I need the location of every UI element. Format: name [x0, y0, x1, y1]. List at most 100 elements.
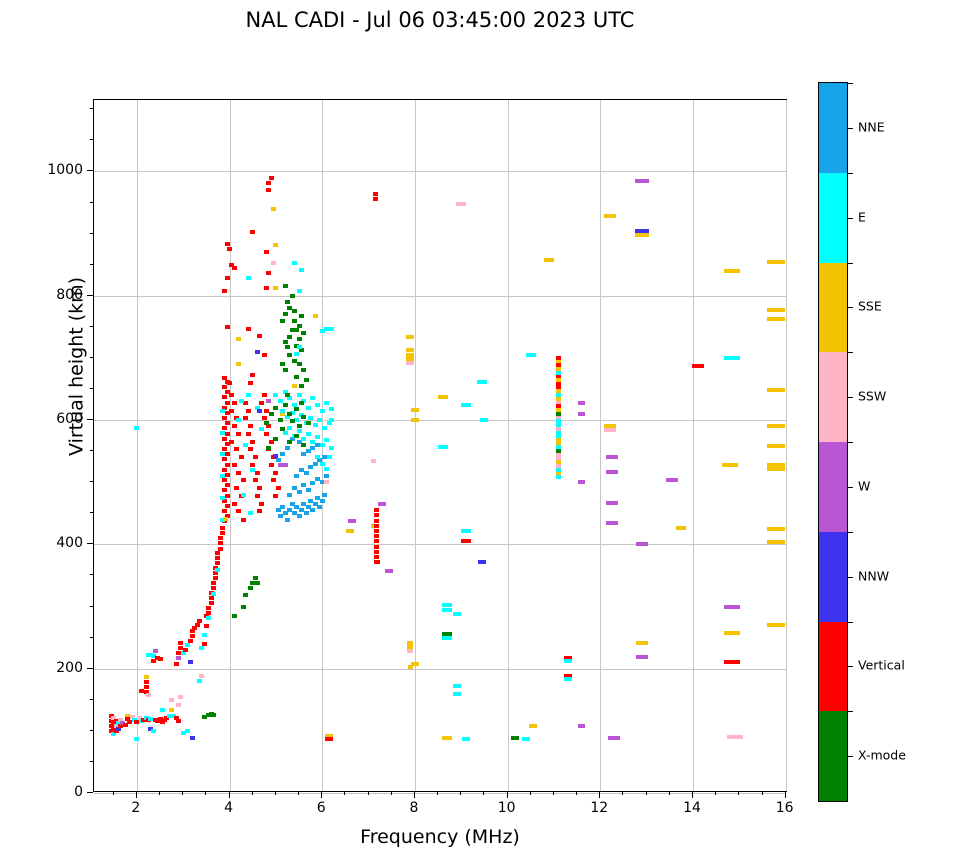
data-point — [273, 405, 279, 410]
data-point — [122, 722, 128, 727]
x-minor-tick — [437, 792, 439, 795]
data-point — [206, 615, 212, 620]
colorbar-segment-w — [819, 442, 847, 532]
data-point — [266, 424, 272, 429]
x-gridline — [785, 100, 787, 791]
y-gridline — [94, 295, 786, 297]
data-point — [236, 336, 242, 341]
data-point — [222, 498, 228, 503]
data-point — [605, 501, 618, 506]
data-point — [176, 656, 182, 661]
data-point — [442, 631, 453, 636]
y-minor-tick — [90, 760, 93, 762]
data-point — [178, 694, 184, 699]
x-minor-tick — [182, 792, 184, 795]
data-point — [291, 309, 297, 314]
data-point — [296, 362, 302, 367]
data-point — [294, 433, 300, 438]
data-point — [385, 569, 394, 574]
data-point — [266, 399, 272, 404]
data-point — [229, 262, 235, 267]
data-point — [113, 718, 119, 723]
x-minor-tick — [576, 792, 578, 795]
data-point — [222, 488, 228, 493]
data-point — [635, 228, 650, 233]
data-point — [145, 693, 151, 698]
x-tick — [599, 792, 601, 798]
data-point — [273, 470, 279, 475]
data-point — [287, 335, 293, 340]
data-point — [231, 265, 237, 270]
data-point — [310, 439, 316, 444]
data-point — [578, 480, 586, 485]
data-point — [220, 452, 226, 457]
data-point — [291, 359, 297, 364]
data-point — [407, 640, 414, 645]
data-point — [261, 353, 267, 358]
data-point — [767, 444, 786, 449]
y-tick — [87, 294, 93, 296]
data-point — [273, 493, 279, 498]
colorbar-label: E — [858, 209, 866, 225]
data-point — [213, 575, 219, 580]
data-point — [456, 202, 467, 207]
data-point — [111, 716, 117, 721]
data-point — [373, 554, 379, 559]
y-tick-label: 600 — [56, 411, 83, 428]
data-point — [220, 531, 226, 536]
colorbar-label: SSE — [858, 298, 882, 314]
data-point — [185, 729, 191, 734]
data-point — [229, 408, 235, 413]
data-point — [215, 568, 221, 573]
data-point — [247, 380, 253, 385]
data-point — [210, 592, 216, 597]
data-point — [289, 436, 295, 441]
x-tick — [321, 792, 323, 798]
data-point — [315, 442, 321, 447]
data-point — [108, 723, 114, 728]
data-point — [294, 327, 300, 332]
data-point — [636, 640, 649, 645]
data-point — [250, 439, 256, 444]
colorbar-tick — [848, 756, 853, 758]
x-gridline — [600, 100, 602, 791]
data-point — [245, 431, 251, 436]
data-point — [324, 326, 330, 331]
data-point — [312, 313, 318, 318]
data-point — [176, 651, 182, 656]
data-point — [303, 377, 309, 382]
data-point — [215, 556, 221, 561]
data-point — [767, 526, 786, 531]
data-point — [556, 400, 562, 405]
data-point — [556, 367, 562, 372]
data-point — [250, 462, 256, 467]
data-point — [407, 664, 413, 669]
data-point — [273, 453, 279, 458]
y-gridline — [94, 668, 786, 670]
data-point — [378, 501, 387, 506]
data-point — [134, 425, 140, 430]
data-point — [252, 478, 258, 483]
data-point — [278, 418, 284, 423]
data-point — [266, 180, 272, 185]
data-point — [264, 421, 270, 426]
data-point — [257, 509, 263, 514]
y-tick-label: 1000 — [47, 162, 83, 179]
y-minor-tick — [90, 481, 93, 483]
data-point — [556, 426, 562, 431]
data-point — [442, 602, 453, 607]
data-point — [322, 425, 328, 430]
data-point — [296, 393, 302, 398]
y-tick — [87, 170, 93, 172]
colorbar-segment-nnw — [819, 531, 847, 622]
data-point — [261, 393, 267, 398]
data-point — [224, 441, 230, 446]
data-point — [284, 299, 290, 304]
x-gridline — [692, 100, 694, 791]
chart-title: NAL CADI - Jul 06 03:45:00 2023 UTC — [245, 8, 635, 32]
x-minor-tick — [622, 792, 624, 795]
data-point — [282, 462, 288, 467]
data-point — [217, 541, 223, 546]
data-point — [220, 517, 226, 522]
